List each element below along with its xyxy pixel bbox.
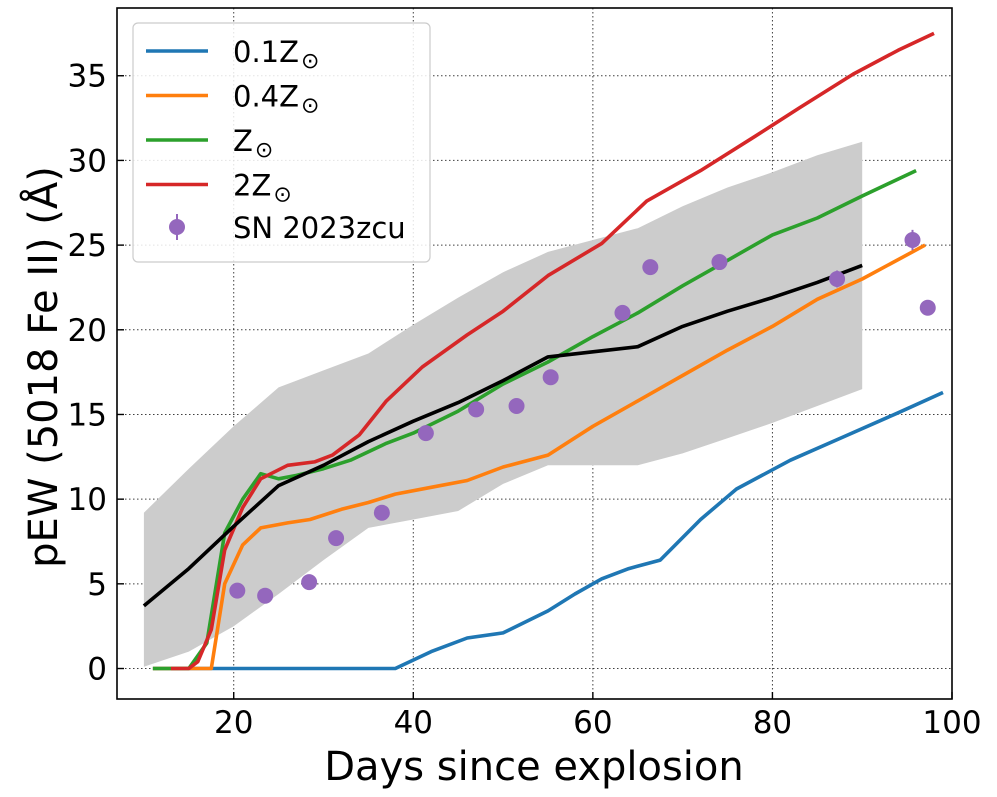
series-line-mean xyxy=(142,263,863,608)
x-tick-label: 20 xyxy=(214,705,253,741)
y-tick-label: 20 xyxy=(68,313,107,349)
x-axis-title: Days since explosion xyxy=(324,744,744,790)
legend-label-0-1z: 0.1Z⊙ xyxy=(233,35,319,74)
legend-label-points: SN 2023zcu xyxy=(233,211,406,245)
y-tick-label: 15 xyxy=(68,397,107,433)
x-tick-label: 100 xyxy=(922,705,981,741)
legend-label-0-4z: 0.4Z⊙ xyxy=(233,80,319,119)
series-line-0-4z xyxy=(152,243,926,671)
data-point xyxy=(373,504,390,521)
data-point xyxy=(642,259,659,276)
plot-frame xyxy=(116,7,953,700)
legend-box xyxy=(132,22,431,263)
legend: 0.1Z⊙0.4Z⊙Z⊙2Z⊙SN 2023zcu xyxy=(132,22,431,263)
y-axis-title: pEW (5018 Fe II) (Å) xyxy=(19,166,67,568)
series-line-0-1z xyxy=(152,390,944,671)
data-point xyxy=(919,299,936,316)
band-area xyxy=(143,141,863,667)
x-tick-label: 60 xyxy=(573,705,612,741)
axis-ticks: 20 40 60 80 100 0 5 10 15 20 25 30 35 xyxy=(68,59,982,741)
series-lines xyxy=(142,31,944,671)
y-tick-label: 5 xyxy=(87,567,107,603)
series-line-z xyxy=(152,168,917,671)
y-tick-label: 0 xyxy=(87,652,107,688)
y-tick-label: 10 xyxy=(68,482,107,518)
y-tick-label: 25 xyxy=(68,228,107,264)
data-point xyxy=(257,587,274,604)
data-point xyxy=(614,304,631,321)
observed-points xyxy=(229,229,936,604)
data-point xyxy=(542,369,559,386)
data-point xyxy=(328,530,345,547)
data-point xyxy=(229,582,246,599)
data-point xyxy=(508,398,525,415)
data-point xyxy=(829,270,846,287)
data-point xyxy=(468,401,485,418)
legend-swatch-points xyxy=(169,219,185,235)
data-point xyxy=(904,232,921,249)
y-tick-label: 35 xyxy=(68,59,107,95)
legend-solar-symbol: ⊙ xyxy=(301,49,319,74)
series-line-2z xyxy=(170,31,935,671)
legend-solar-symbol: ⊙ xyxy=(273,183,291,208)
data-point xyxy=(417,425,434,442)
legend-solar-symbol: ⊙ xyxy=(255,138,273,163)
y-tick-label: 30 xyxy=(68,143,107,179)
data-point xyxy=(301,574,318,591)
confidence-band xyxy=(143,141,863,667)
data-point xyxy=(711,254,728,271)
x-tick-label: 40 xyxy=(394,705,433,741)
x-tick-label: 80 xyxy=(753,705,792,741)
legend-solar-symbol: ⊙ xyxy=(301,94,319,119)
